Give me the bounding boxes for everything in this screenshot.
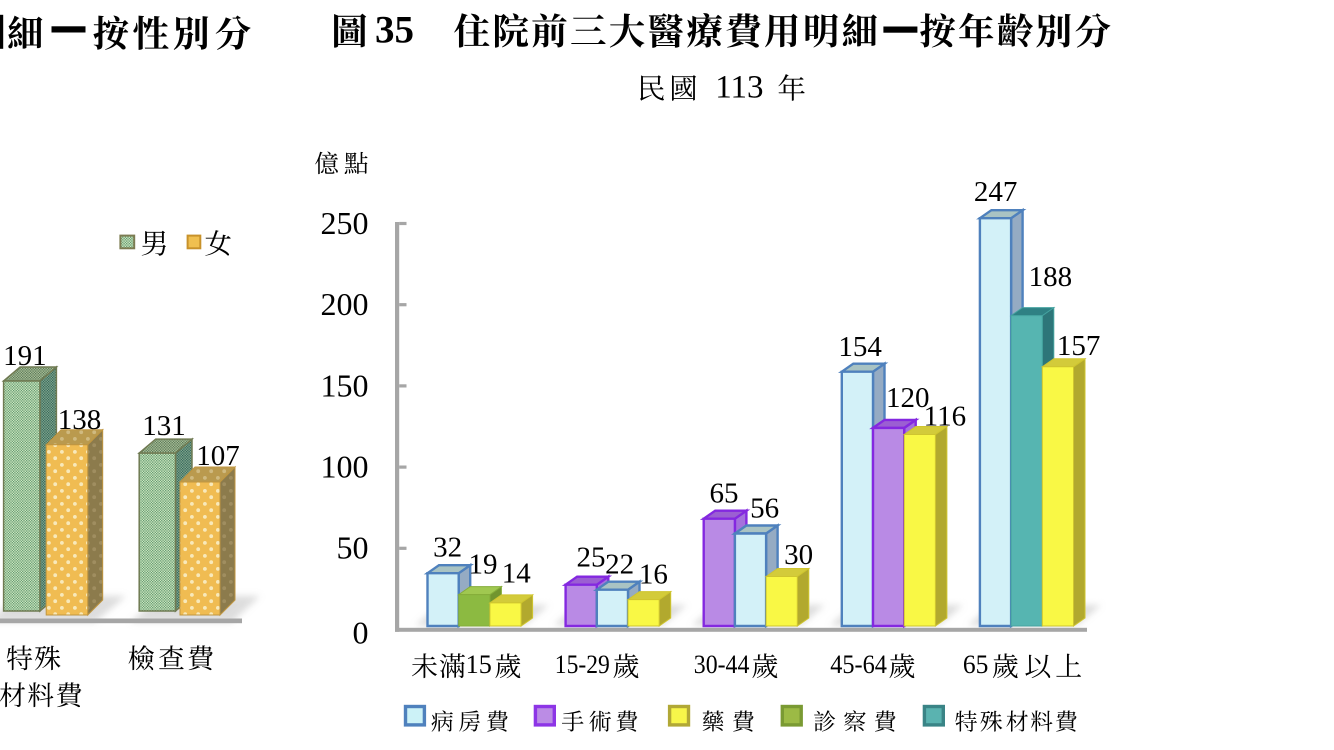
svg-text:32: 32	[433, 531, 462, 563]
svg-text:131: 131	[142, 410, 186, 442]
svg-text:138: 138	[58, 404, 102, 436]
svg-text:56: 56	[750, 492, 779, 524]
svg-text:30: 30	[784, 539, 813, 571]
svg-text:116: 116	[924, 401, 966, 433]
svg-text:107: 107	[196, 440, 240, 472]
svg-text:15: 15	[466, 650, 492, 679]
svg-text:191: 191	[3, 340, 47, 372]
svg-text:35: 35	[375, 8, 414, 51]
svg-text:250: 250	[321, 205, 369, 241]
svg-text:150: 150	[321, 367, 369, 403]
svg-text:65: 65	[963, 650, 989, 679]
svg-text:188: 188	[1029, 261, 1073, 293]
svg-text:22: 22	[605, 548, 634, 580]
svg-text:14: 14	[502, 558, 532, 590]
svg-text:157: 157	[1057, 330, 1101, 362]
svg-text:65: 65	[710, 478, 739, 510]
svg-text:100: 100	[321, 449, 369, 485]
svg-text:154: 154	[838, 331, 882, 363]
svg-text:247: 247	[974, 176, 1018, 208]
svg-text:15-29: 15-29	[555, 650, 610, 679]
svg-text:113: 113	[715, 69, 763, 105]
svg-text:30-44: 30-44	[694, 650, 750, 679]
svg-text:19: 19	[469, 548, 498, 580]
svg-text:16: 16	[639, 559, 668, 591]
svg-text:25: 25	[577, 542, 606, 574]
svg-text:120: 120	[886, 382, 930, 414]
svg-text:45-64: 45-64	[830, 650, 887, 679]
svg-text:200: 200	[321, 286, 369, 322]
svg-text:0: 0	[353, 615, 369, 651]
svg-text:50: 50	[337, 530, 369, 566]
